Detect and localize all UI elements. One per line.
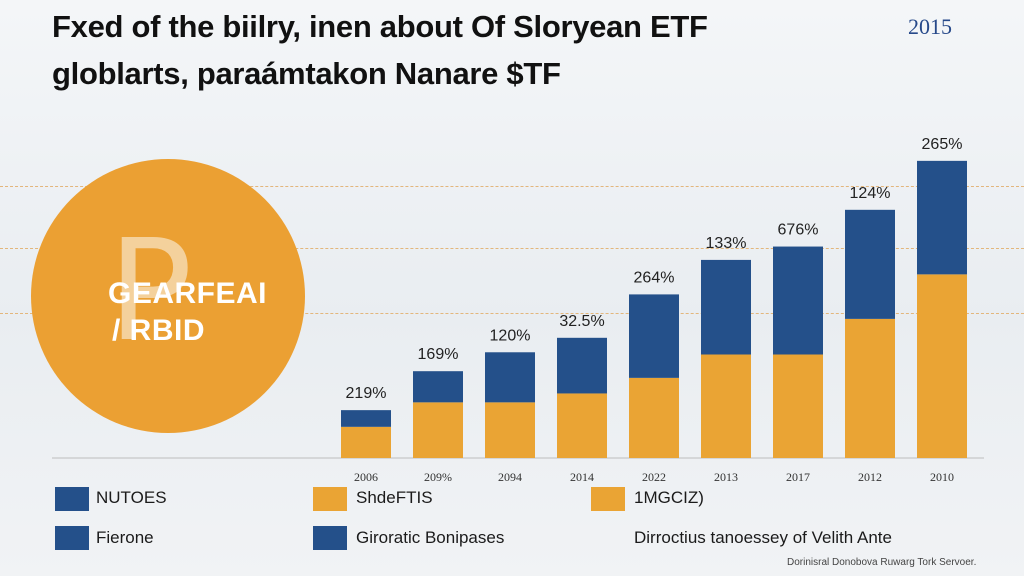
bar-2017-nutoes bbox=[773, 246, 823, 355]
x-tick-label-2017: 2017 bbox=[786, 470, 810, 484]
emblem-circle bbox=[31, 159, 305, 433]
bar-209-shdeftis bbox=[413, 402, 463, 458]
legend-swatch-giroratic bbox=[313, 526, 347, 550]
bar-2022-nutoes bbox=[629, 294, 679, 378]
bar-2010-shdeftis bbox=[917, 274, 967, 458]
x-tick-label-2013: 2013 bbox=[714, 470, 738, 484]
legend-swatch-shdeftis bbox=[313, 487, 347, 511]
data-label-209: 169% bbox=[418, 346, 459, 363]
x-tick-label-2022: 2022 bbox=[642, 470, 666, 484]
data-label-2022: 264% bbox=[634, 269, 675, 286]
bar-2094-shdeftis bbox=[485, 402, 535, 458]
chart-title-line-1: Fxed of the biilry, inen about Of Slorye… bbox=[52, 9, 708, 44]
bars-layer: 219% 2006 169% 209% 120% 2094 32.5% 2014 264% 202… bbox=[341, 136, 967, 484]
bar-2017-shdeftis bbox=[773, 354, 823, 458]
legend-label-fierone: Fierone bbox=[96, 528, 154, 547]
legend-label-dirroctius: Dirroctius tanoessey of Velith Ante bbox=[634, 528, 892, 547]
legend-label-giroratic: Giroratic Bonipases bbox=[356, 528, 505, 547]
x-tick-label-2010: 2010 bbox=[930, 470, 954, 484]
bar-2010-nutoes bbox=[917, 160, 967, 275]
emblem-text-line-2: / RBID bbox=[112, 314, 205, 347]
bar-2022-shdeftis bbox=[629, 377, 679, 458]
chart-title-line-2: globlarts, paraámtakon Nanare $TF bbox=[52, 56, 561, 91]
bar-2013-shdeftis bbox=[701, 354, 751, 458]
guide-line bbox=[0, 186, 1024, 187]
legend-swatch-fierone bbox=[55, 526, 89, 550]
x-tick-label-2014: 2014 bbox=[570, 470, 594, 484]
legend-label-shdeftis: ShdeFTIS bbox=[356, 488, 433, 507]
bar-2012-nutoes bbox=[845, 209, 895, 319]
data-label-2012: 124% bbox=[850, 185, 891, 202]
bar-209-nutoes bbox=[413, 371, 463, 403]
x-tick-label-209: 209% bbox=[424, 470, 452, 484]
x-tick-label-2006: 2006 bbox=[354, 470, 378, 484]
bar-2006-shdeftis bbox=[341, 426, 391, 458]
x-tick-label-2012: 2012 bbox=[858, 470, 882, 484]
legend-label-1mgciz: 1MGCIZ) bbox=[634, 488, 704, 507]
legend-swatch-1mgciz bbox=[591, 487, 625, 511]
data-label-2017: 676% bbox=[778, 222, 819, 239]
legend-label-nutoes: NUTOES bbox=[96, 488, 167, 507]
data-label-2010: 265% bbox=[922, 136, 963, 153]
bar-2013-nutoes bbox=[701, 259, 751, 355]
data-label-2014: 32.5% bbox=[559, 313, 604, 330]
bar-2014-nutoes bbox=[557, 337, 607, 394]
bar-2014-shdeftis bbox=[557, 393, 607, 458]
bar-2012-shdeftis bbox=[845, 318, 895, 458]
year-tag: 2015 bbox=[908, 14, 952, 39]
emblem-text-line-1: GEARFEAI bbox=[108, 277, 268, 310]
guide-line bbox=[0, 248, 1024, 249]
legend-swatch-nutoes bbox=[55, 487, 89, 511]
data-label-2013: 133% bbox=[706, 235, 747, 252]
emblem-glyph: P bbox=[108, 210, 193, 373]
data-label-2006: 219% bbox=[346, 385, 387, 402]
footer-note: Dorinisral Donobova Ruwarg Tork Servoer. bbox=[787, 557, 977, 568]
x-tick-label-2094: 2094 bbox=[498, 470, 522, 484]
bar-2094-nutoes bbox=[485, 352, 535, 403]
data-label-2094: 120% bbox=[490, 327, 531, 344]
bar-2006-nutoes bbox=[341, 410, 391, 427]
guide-line bbox=[0, 313, 1024, 314]
